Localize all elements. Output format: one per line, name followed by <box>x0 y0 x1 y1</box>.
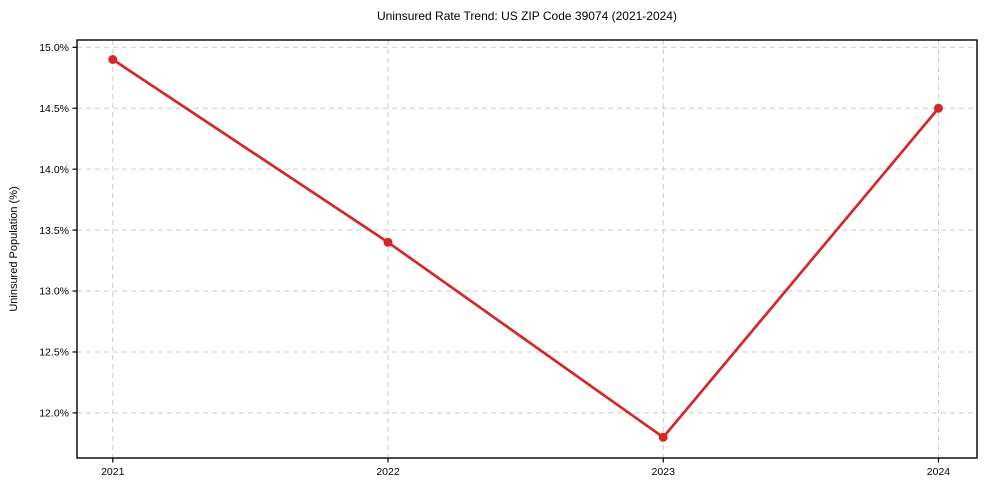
data-point <box>383 237 393 247</box>
data-point <box>658 432 668 442</box>
x-tick-label: 2023 <box>652 466 676 478</box>
y-tick-label: 14.5% <box>39 103 69 115</box>
y-tick-label: 12.5% <box>39 347 69 359</box>
y-tick-label: 12.0% <box>39 408 69 420</box>
y-tick-label: 13.5% <box>39 225 69 237</box>
trend-line <box>111 58 940 439</box>
x-tick-label: 2021 <box>101 466 125 478</box>
plot-border <box>76 39 978 459</box>
y-tick-label: 15.0% <box>39 42 69 54</box>
data-point <box>933 103 943 113</box>
x-tick-label: 2022 <box>376 466 400 478</box>
chart-title: Uninsured Rate Trend: US ZIP Code 39074 … <box>377 9 677 23</box>
y-tick-label: 13.0% <box>39 286 69 298</box>
y-tick-label: 14.0% <box>39 164 69 176</box>
data-point <box>108 54 118 64</box>
x-tick-label: 2024 <box>927 466 951 478</box>
